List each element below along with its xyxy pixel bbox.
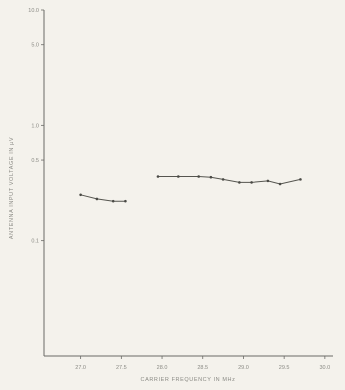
x-tick-label: 28.0 [157,365,168,371]
y-tick-label: 0.5 [31,158,39,164]
data-point [278,182,282,186]
data-point [299,178,302,181]
y-tick-label: 0.1 [31,239,39,245]
y-axis-title: ANTENNA INPUT VOLTAGE IN µV [9,137,15,239]
x-ticks: 27.0 27.5 28.0 28.5 29.0 29.5 30.0 [75,356,330,371]
series-line [158,176,301,185]
y-ticks: 10.0 5.0 1.0 0.5 0.1 [28,8,44,245]
data-point [79,193,82,197]
data-point [197,175,200,178]
x-tick-label: 30.0 [319,365,330,371]
data-point [95,197,99,201]
data-point [266,179,270,183]
x-tick-label: 29.5 [279,365,290,371]
axes [43,10,333,357]
x-axis-title: CARRIER FREQUENCY IN MHz [141,377,236,383]
data-point [238,181,241,184]
x-tick-label: 28.5 [197,365,208,371]
y-tick-label: 10.0 [28,8,39,14]
series [79,175,302,203]
data-point [177,175,180,178]
y-tick-label: 1.0 [31,123,39,129]
data-point [209,175,213,179]
x-tick-label: 27.0 [75,365,86,371]
x-tick-label: 29.0 [238,365,249,371]
data-point [250,181,253,184]
series-line [80,194,126,202]
data-point [111,199,115,203]
data-point [124,199,127,203]
data-point [221,178,225,181]
data-point [156,175,160,178]
x-tick-label: 27.5 [116,365,127,371]
y-tick-label: 5.0 [31,43,39,49]
